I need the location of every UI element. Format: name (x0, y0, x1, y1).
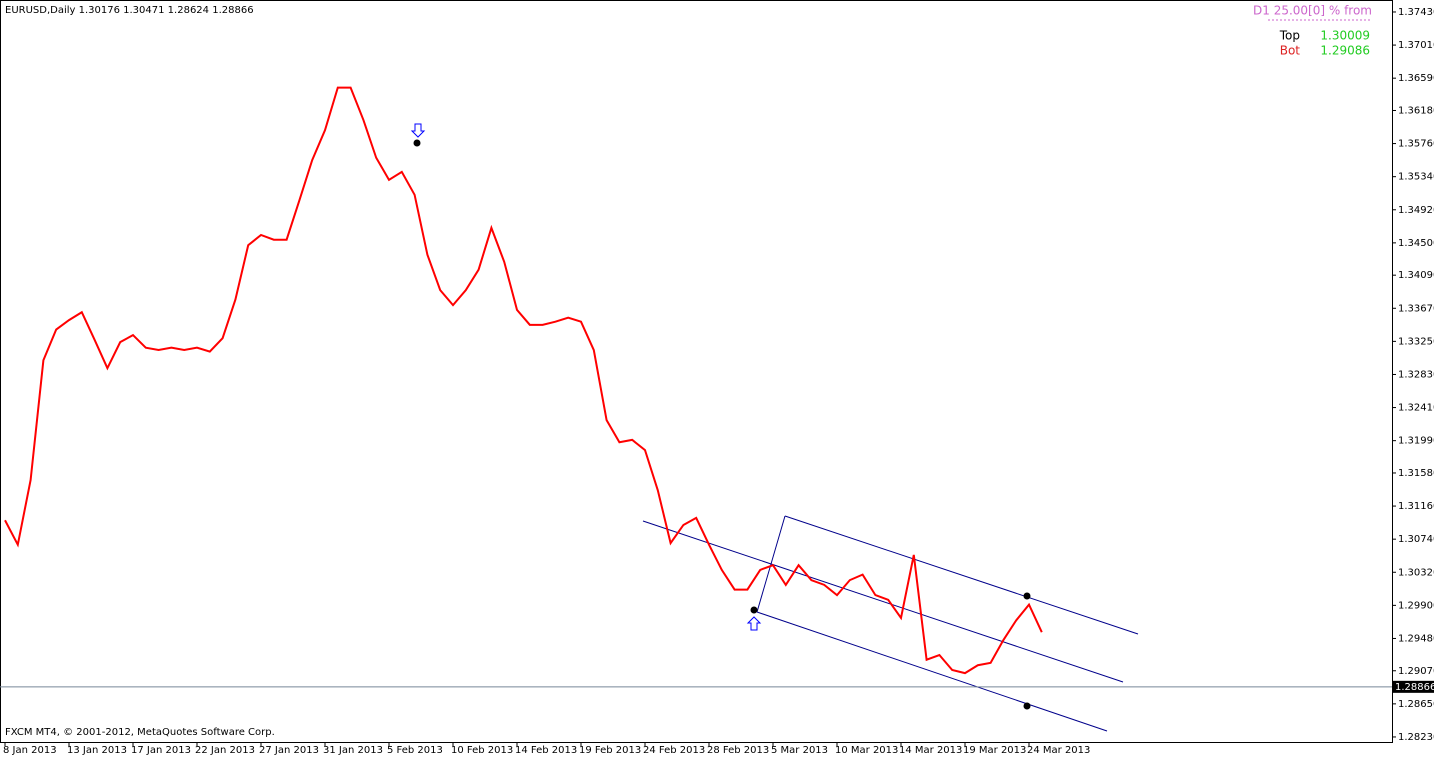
channel-line (784, 515, 1139, 635)
x-tick-label: 14 Mar 2013 (899, 745, 962, 756)
x-tick-label: 28 Feb 2013 (707, 745, 769, 756)
x-tick-label: 22 Jan 2013 (195, 745, 255, 756)
y-tick-label: 1.35340 (1398, 172, 1434, 183)
y-tick-label: 1.35760 (1398, 139, 1434, 150)
x-tick-label: 27 Jan 2013 (259, 745, 319, 756)
y-tick-label: 1.30740 (1398, 534, 1434, 545)
close-line (4, 86, 1043, 675)
y-tick-label: 1.34500 (1398, 238, 1434, 249)
x-tick-label: 5 Feb 2013 (387, 745, 443, 756)
y-tick-label: 1.31990 (1398, 436, 1434, 447)
x-tick-label: 24 Mar 2013 (1027, 745, 1090, 756)
top-label: Top (1279, 29, 1300, 43)
pivot-dot (413, 139, 421, 147)
x-tick-label: 10 Feb 2013 (451, 745, 513, 756)
footer: FXCM MT4, © 2001-2012, MetaQuotes Softwa… (5, 727, 275, 738)
channel-line (756, 515, 786, 613)
x-tick-label: 10 Mar 2013 (835, 745, 898, 756)
y-tick-label: 1.28650 (1398, 699, 1434, 710)
y-tick-label: 1.31580 (1398, 468, 1434, 479)
y-tick-label: 1.34090 (1398, 270, 1434, 281)
indicator-label: D1 25.00[0] % from (1253, 4, 1372, 18)
x-tick-label: 14 Feb 2013 (515, 745, 577, 756)
chart-title: EURUSD,Daily 1.30176 1.30471 1.28624 1.2… (5, 5, 254, 16)
x-tick-label: 5 Mar 2013 (771, 745, 828, 756)
x-tick-label: 19 Mar 2013 (963, 745, 1026, 756)
y-tick-label: 1.36590 (1398, 73, 1434, 84)
price-tag-label: 1.28866 (1395, 682, 1434, 693)
y-tick-label: 1.37010 (1398, 40, 1434, 51)
y-tick-label: 1.29070 (1398, 666, 1434, 677)
pivot-dot (1023, 702, 1031, 710)
y-tick-label: 1.37430 (1398, 7, 1434, 18)
y-tick-label: 1.33670 (1398, 303, 1434, 314)
y-tick-label: 1.30320 (1398, 567, 1434, 578)
channel-line (756, 611, 1108, 732)
price-tag (1393, 680, 1434, 693)
y-tick-label: 1.33250 (1398, 336, 1434, 347)
y-tick-label: 1.34920 (1398, 205, 1434, 216)
pivot-dot (1023, 592, 1031, 600)
x-tick-label: 31 Jan 2013 (323, 745, 383, 756)
channel-line (642, 520, 1124, 683)
y-tick-label: 1.29480 (1398, 633, 1434, 644)
channel (642, 515, 1139, 732)
up-arrow (746, 616, 762, 631)
x-tick-label: 8 Jan 2013 (3, 745, 57, 756)
pivot-dot (750, 606, 758, 614)
bot-value: 1.29086 (1320, 44, 1370, 58)
y-tick-label: 1.36180 (1398, 105, 1434, 116)
x-tick-label: 19 Feb 2013 (579, 745, 641, 756)
x-tick-label: 17 Jan 2013 (131, 745, 191, 756)
y-tick-label: 1.31160 (1398, 501, 1434, 512)
plot-frame (0, 0, 1393, 743)
y-tick-label: 1.32830 (1398, 369, 1434, 380)
x-tick-label: 13 Jan 2013 (67, 745, 127, 756)
x-tick-label: 24 Feb 2013 (643, 745, 705, 756)
y-tick-label: 1.28230 (1398, 732, 1434, 743)
down-arrow (410, 123, 426, 138)
top-value: 1.30009 (1320, 29, 1370, 43)
bot-label: Bot (1280, 44, 1301, 58)
y-tick-label: 1.29900 (1398, 600, 1434, 611)
y-tick-label: 1.32410 (1398, 403, 1434, 414)
